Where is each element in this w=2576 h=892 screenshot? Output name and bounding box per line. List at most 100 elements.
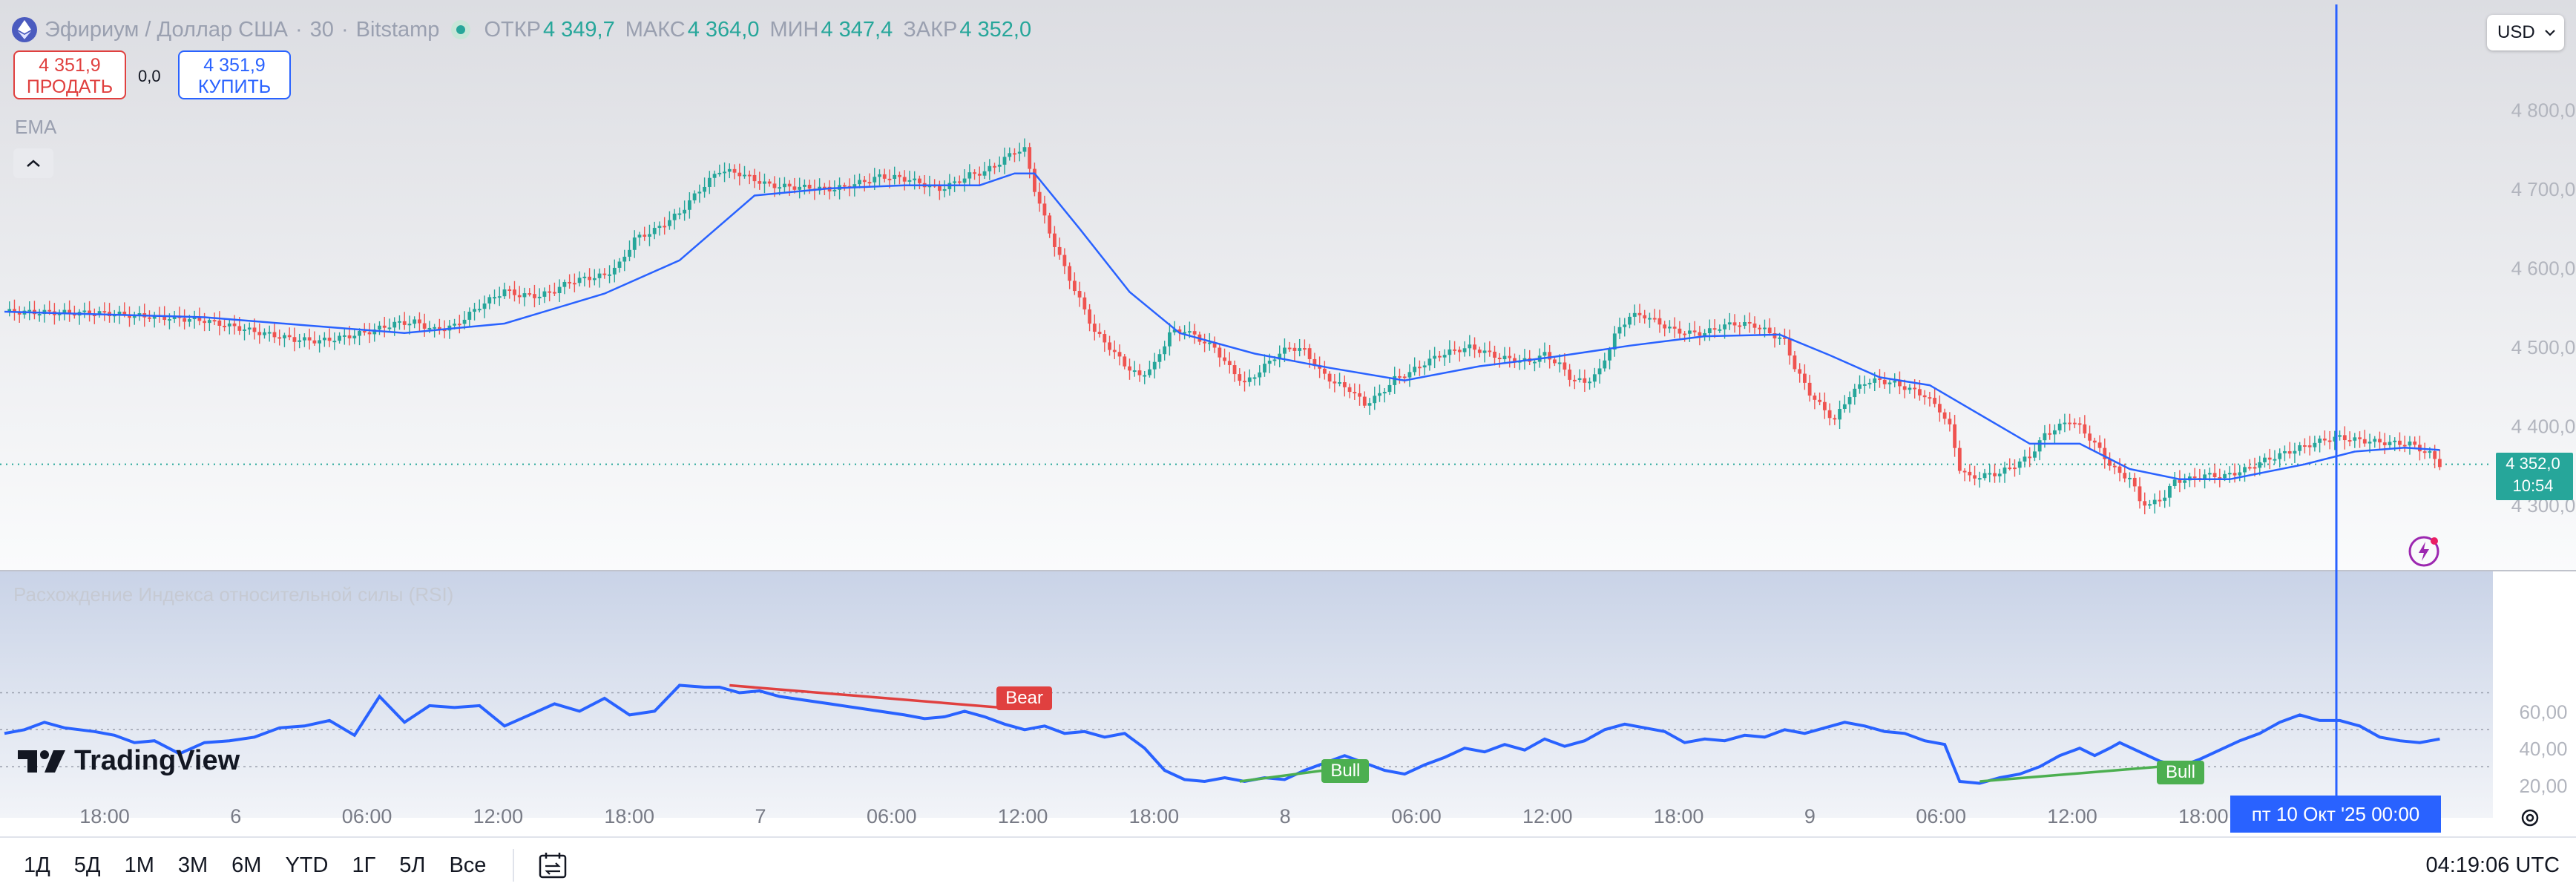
candle (267, 325, 272, 342)
range-1y-button[interactable]: 1Г (352, 853, 376, 877)
candle (1628, 312, 1632, 329)
tradingview-logo[interactable]: TradingView (18, 745, 240, 777)
rsi-axis[interactable]: 60,00 40,00 20,00 (2519, 701, 2567, 797)
candle (1827, 403, 1832, 426)
candle (703, 177, 706, 198)
lightning-alert-icon[interactable] (2405, 533, 2442, 570)
candle (1168, 323, 1172, 356)
time-tick-label: 18:00 (79, 805, 130, 827)
candle (1203, 333, 1206, 352)
rsi-indicator-title[interactable]: Расхождение Индекса относительной силы (… (13, 583, 454, 606)
time-tick-label: 6 (230, 805, 241, 827)
candle (763, 173, 766, 194)
utc-clock[interactable]: 04:19:06 UTC (2425, 853, 2560, 877)
range-5d-button[interactable]: 5Д (73, 853, 101, 877)
spread-value: 0,0 (138, 67, 161, 85)
candle (2172, 471, 2177, 489)
range-all-button[interactable]: Все (449, 853, 487, 877)
symbol-title[interactable]: Эфириум / Доллар США (45, 17, 288, 42)
sell-button[interactable]: 4 351,9 ПРОДАТЬ (13, 50, 126, 99)
candle (1437, 351, 1442, 362)
price-tick-label: 4 700,0 (2511, 178, 2576, 200)
candle (2278, 448, 2282, 468)
range-1d-button[interactable]: 1Д (24, 853, 50, 877)
candle (1497, 352, 1502, 368)
candle (292, 327, 297, 352)
candle (1163, 341, 1167, 361)
candle (2128, 472, 2132, 488)
candle (1867, 378, 1872, 389)
candle (747, 170, 752, 185)
candle (1223, 348, 1226, 365)
candle (882, 168, 887, 183)
interval-label[interactable]: 30 (309, 17, 334, 42)
candle (1957, 440, 1962, 474)
ema-indicator-label[interactable]: EMA (15, 116, 57, 138)
candle (272, 322, 277, 344)
candle (752, 168, 757, 188)
candle (88, 301, 91, 322)
candle (2013, 459, 2017, 477)
candle (2258, 456, 2262, 476)
divergence-line (729, 683, 1000, 709)
range-1m-button[interactable]: 1М (124, 853, 154, 877)
buy-button[interactable]: 4 351,9 КУПИТЬ (178, 50, 291, 99)
symbol-legend[interactable]: Эфириум / Доллар США · 30 · Bitstamp ОТК… (12, 15, 1031, 45)
candle (1072, 272, 1077, 295)
range-6m-button[interactable]: 6М (231, 853, 262, 877)
currency-select[interactable]: USD (2487, 15, 2564, 50)
candle (522, 287, 527, 306)
candle (2048, 424, 2052, 440)
time-tick-label: 12:00 (998, 805, 1048, 827)
candle (1908, 384, 1912, 394)
candle (2063, 413, 2067, 433)
candle (842, 183, 847, 191)
settings-icon[interactable] (2514, 801, 2546, 834)
candle (2057, 419, 2062, 435)
candle (2318, 435, 2322, 453)
candle (1603, 352, 1607, 372)
candle (1322, 361, 1327, 380)
rsi-tick-label: 60,00 (2519, 701, 2567, 723)
candle (1353, 383, 1357, 400)
range-ytd-button[interactable]: YTD (285, 853, 329, 877)
candle (1422, 361, 1427, 376)
candle (1853, 384, 1857, 405)
time-tick-label: 18:00 (2178, 805, 2229, 827)
candle (1448, 340, 1452, 363)
candle (1572, 375, 1577, 390)
range-3m-button[interactable]: 3М (177, 853, 208, 877)
candle (637, 232, 642, 246)
candle (727, 163, 732, 179)
exchange-label[interactable]: Bitstamp (355, 17, 440, 42)
candle (27, 301, 32, 321)
candle (462, 311, 467, 329)
candle (7, 301, 12, 317)
collapse-legend-button[interactable] (13, 148, 53, 178)
candle (92, 308, 96, 324)
candle (243, 324, 246, 341)
candle (2327, 430, 2332, 450)
candle (767, 178, 772, 187)
candle (1427, 350, 1432, 371)
range-5y-button[interactable]: 5Л (399, 853, 426, 877)
candle (1442, 349, 1447, 366)
time-axis[interactable]: 18:00 6 06:00 12:00 18:00 7 06:00 12:00 18:00 8 06… (79, 805, 2359, 827)
candle (482, 295, 487, 318)
candle (982, 162, 987, 180)
candle (2232, 463, 2237, 483)
candle (2408, 436, 2412, 455)
candle (1402, 373, 1407, 384)
candle (1008, 147, 1012, 161)
candle (677, 207, 682, 220)
candle (2362, 430, 2367, 447)
candle (1327, 371, 1332, 389)
candle (913, 171, 917, 190)
candle (1238, 368, 1242, 386)
candle (1338, 373, 1341, 387)
candle (1648, 312, 1652, 328)
divergence-line (1239, 769, 1325, 783)
candle (1948, 412, 1952, 432)
go-to-date-icon[interactable] (536, 849, 569, 882)
